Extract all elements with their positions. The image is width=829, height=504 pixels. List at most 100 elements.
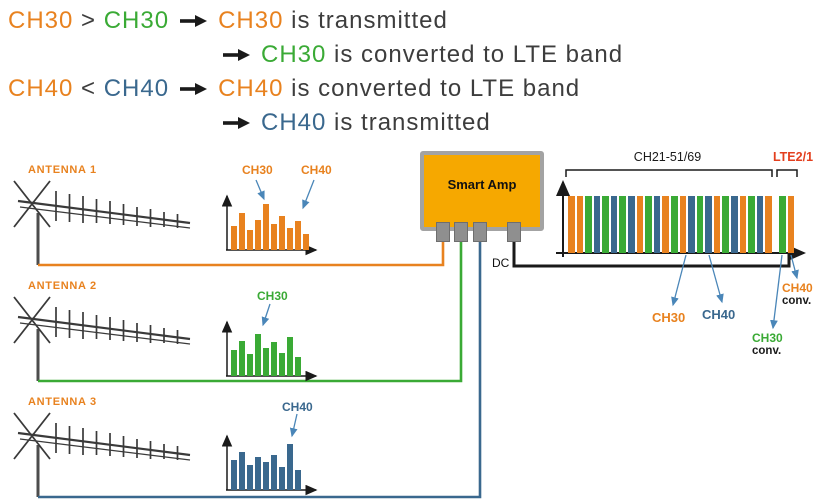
chart-3-bars (231, 443, 315, 490)
spectrum-bar (645, 196, 652, 253)
chart-bar (303, 234, 309, 250)
chart-bar (263, 347, 269, 376)
spectrum-bar (628, 196, 635, 253)
chart-bar (231, 349, 237, 376)
chart-bar (263, 461, 269, 490)
smart-amp-box: Smart Amp (420, 151, 544, 231)
chart-bar (295, 470, 301, 490)
chart-bar (279, 216, 285, 250)
chart-bar (271, 342, 277, 376)
chart-channel-label: CH40 (282, 400, 313, 414)
lte-bars (779, 196, 794, 253)
arrow-icon (222, 48, 251, 62)
chart-3-axes (221, 434, 318, 496)
legend-line: CH30 > CH30 CH30 is transmitted (8, 4, 623, 38)
chart-bar (271, 455, 277, 490)
legend-line: CH30 is converted to LTE band (8, 38, 623, 72)
callout-channel: CH30 (652, 310, 686, 325)
legend-text: CH30 (218, 7, 284, 34)
chart-bar (255, 457, 261, 490)
legend-line: CH40 is transmitted (8, 106, 623, 140)
chart-bar (287, 228, 293, 250)
spectrum-bar (748, 196, 755, 253)
legend: CH30 > CH30 CH30 is transmitted CH30 is co… (8, 4, 623, 140)
spectrum-bar (576, 196, 584, 253)
amp-output-cable (512, 240, 791, 268)
chart-bar (279, 466, 285, 490)
legend-text: is transmitted (326, 109, 491, 136)
chart-2-bars (231, 329, 315, 376)
band-bracket (565, 169, 773, 177)
spectrum-axes (556, 180, 806, 260)
chart-bar (287, 337, 293, 376)
legend-line: CH40 < CH40 CH40 is converted to LTE band (8, 72, 623, 106)
spectrum-bar (636, 196, 644, 253)
legend-text: is transmitted (283, 7, 448, 34)
callout-suffix: conv. (752, 345, 782, 358)
legend-text: is converted to LTE band (326, 41, 624, 68)
antenna-1-icon (12, 179, 192, 267)
spectrum-bar (653, 196, 661, 253)
chart-bar (295, 357, 301, 376)
lte-bar (779, 196, 786, 253)
legend-text: > (73, 7, 104, 34)
arrow-icon (222, 116, 251, 130)
chart-channel-label: CH30 (242, 163, 273, 177)
smart-amp-label: Smart Amp (447, 177, 517, 192)
spectrum-bar (722, 196, 729, 253)
chart-bar (263, 204, 269, 250)
chart-bar (247, 230, 253, 250)
spectrum-bar (585, 196, 592, 253)
callout-suffix: conv. (782, 295, 812, 308)
spectrum-callout: CH40 conv. (782, 281, 813, 309)
spectrum-bar (730, 196, 738, 253)
chart-bar (279, 352, 285, 376)
callout-channel: CH40 (782, 281, 813, 295)
legend-text: CH40 (8, 75, 74, 102)
chart-1-bars (231, 203, 315, 250)
chart-bar (239, 341, 245, 376)
arrow-icon (179, 82, 208, 96)
chart-channel-label: CH30 (257, 289, 288, 303)
antenna-3-cable (38, 238, 482, 499)
spectrum-bar (739, 196, 747, 253)
amp-input-connector-2 (454, 222, 468, 242)
spectrum-bar (670, 196, 678, 253)
chart-bar (231, 459, 237, 490)
spectrum-bar (568, 196, 575, 253)
spectrum-callout-arrows (671, 254, 799, 330)
lte-band-label: LTE2/1 (772, 150, 814, 164)
antenna-3-icon (12, 411, 192, 499)
antenna-3-label: ANTENNA 3 (28, 396, 97, 408)
chart-bar (239, 213, 245, 250)
spectrum-bar (602, 196, 609, 253)
chart-bar (247, 354, 253, 376)
arrow-icon (179, 14, 208, 28)
spectrum-bar (688, 196, 695, 253)
callout-channel: CH30 (752, 331, 783, 345)
spectrum-bar (619, 196, 627, 253)
spectrum-bar (756, 196, 764, 253)
spectrum-bar (765, 196, 772, 253)
antenna-1-cable (38, 238, 445, 267)
spectrum-callout: CH30 conv. (752, 331, 783, 359)
antenna-2-label: ANTENNA 2 (28, 280, 97, 292)
spectrum-bars (568, 196, 772, 253)
chart-bar (287, 444, 293, 490)
legend-text: CH30 (261, 41, 327, 68)
spectrum-bar (679, 196, 687, 253)
chart-bar (271, 224, 277, 250)
spectrum-bar (705, 196, 712, 253)
legend-text: CH40 (218, 75, 284, 102)
spectrum-callout: CH30 (652, 310, 685, 326)
chart-1-axes (221, 194, 318, 256)
amp-input-connector-3 (473, 222, 487, 242)
band-label: CH21-51/69 (633, 150, 702, 164)
legend-text: CH40 (261, 109, 327, 136)
spectrum-bar (662, 196, 669, 253)
chart-2-axes (221, 320, 318, 382)
callout-channel: CH40 (702, 307, 736, 322)
spectrum-bar (610, 196, 618, 253)
